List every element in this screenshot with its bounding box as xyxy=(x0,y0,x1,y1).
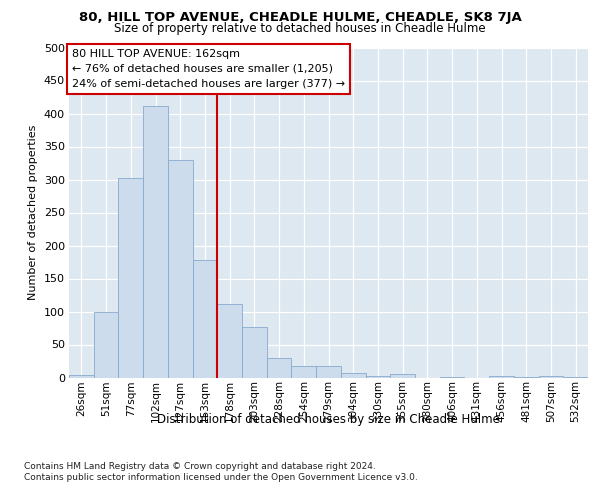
Y-axis label: Number of detached properties: Number of detached properties xyxy=(28,125,38,300)
Bar xyxy=(316,366,341,378)
Bar xyxy=(242,326,267,378)
Bar xyxy=(267,358,292,378)
Bar xyxy=(193,260,217,378)
Bar xyxy=(563,377,588,378)
Bar xyxy=(217,304,242,378)
Bar xyxy=(292,366,316,378)
Bar xyxy=(143,106,168,378)
Bar xyxy=(539,376,563,378)
Text: Contains public sector information licensed under the Open Government Licence v3: Contains public sector information licen… xyxy=(24,473,418,482)
Bar xyxy=(168,160,193,378)
Bar xyxy=(514,377,539,378)
Bar xyxy=(489,376,514,378)
Bar xyxy=(440,377,464,378)
Bar xyxy=(390,374,415,378)
Bar xyxy=(69,375,94,378)
Text: Size of property relative to detached houses in Cheadle Hulme: Size of property relative to detached ho… xyxy=(114,22,486,35)
Text: 80, HILL TOP AVENUE, CHEADLE HULME, CHEADLE, SK8 7JA: 80, HILL TOP AVENUE, CHEADLE HULME, CHEA… xyxy=(79,11,521,24)
Bar xyxy=(94,312,118,378)
Bar xyxy=(118,178,143,378)
Bar xyxy=(341,373,365,378)
Text: Contains HM Land Registry data © Crown copyright and database right 2024.: Contains HM Land Registry data © Crown c… xyxy=(24,462,376,471)
Text: 80 HILL TOP AVENUE: 162sqm
← 76% of detached houses are smaller (1,205)
24% of s: 80 HILL TOP AVENUE: 162sqm ← 76% of deta… xyxy=(71,49,345,89)
Text: Distribution of detached houses by size in Cheadle Hulme: Distribution of detached houses by size … xyxy=(157,412,500,426)
Bar xyxy=(365,376,390,378)
